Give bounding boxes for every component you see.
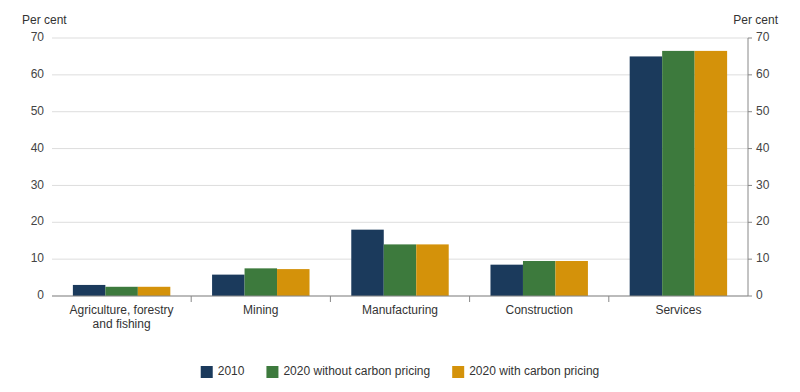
bar: [212, 275, 244, 296]
x-tick-label: Services: [655, 303, 701, 317]
y2-tick: [748, 111, 752, 112]
y-tick-label: 40: [31, 141, 45, 155]
x-tick-label-line: Agriculture, forestry: [70, 303, 174, 317]
y2-tick-label: 50: [756, 104, 770, 118]
legend: 2010 2020 without carbon pricing 2020 with…: [201, 364, 600, 378]
x-tick-label-line: and fishing: [93, 317, 151, 331]
bar: [245, 268, 277, 296]
legend-label: 2020 without carbon pricing: [283, 364, 430, 378]
x-tick-label: Agriculture, forestryand fishing: [70, 303, 174, 331]
legend-swatch: [266, 366, 278, 378]
y2-tick: [748, 185, 752, 186]
x-tick-label-line: Services: [655, 303, 701, 317]
bar: [384, 244, 416, 296]
y2-tick: [748, 38, 752, 39]
bar: [105, 287, 137, 296]
y-tick-label: 50: [31, 104, 45, 118]
y2-tick: [748, 296, 752, 297]
legend-item: 2010: [201, 364, 245, 378]
y2-axis-line: [748, 38, 749, 296]
legend-item: 2020 without carbon pricing: [266, 364, 430, 378]
y2-tick-label: 70: [756, 30, 770, 44]
legend-swatch: [201, 366, 213, 378]
x-tick-label-line: Manufacturing: [362, 303, 438, 317]
legend-item: 2020 with carbon pricing: [452, 364, 599, 378]
x-tick-label: Construction: [506, 303, 573, 317]
group-separator: [608, 296, 609, 302]
chart-container: 0 10 20 30 40 50 60 70 0 10 20 30 40 50 60 70 Per cent Pe…: [0, 0, 800, 392]
y-tick-label: 10: [31, 251, 45, 265]
page: {"chart_data": {"type": "bar", "categori…: [0, 0, 800, 392]
y-tick-label: 70: [31, 30, 45, 44]
group-separator: [330, 296, 331, 302]
legend-label: 2010: [218, 364, 245, 378]
group-separator: [469, 296, 470, 302]
bar: [138, 287, 170, 296]
y2-tick: [748, 74, 752, 75]
y-tick-label: 60: [31, 67, 45, 81]
legend-swatch: [452, 366, 464, 378]
bar: [662, 51, 694, 296]
bar: [277, 269, 309, 296]
y2-tick-label: 10: [756, 251, 770, 265]
legend-label: 2020 with carbon pricing: [469, 364, 599, 378]
y2-tick-label: 20: [756, 214, 770, 228]
y2-axis-label: Per cent: [733, 13, 778, 27]
grid-line: [52, 38, 748, 39]
y2-tick-label: 30: [756, 178, 770, 192]
y2-tick: [748, 259, 752, 260]
y2-tick: [748, 148, 752, 149]
bar: [351, 230, 383, 296]
y-tick-label: 0: [37, 288, 44, 302]
bars: [73, 51, 727, 296]
x-tick-label: Mining: [243, 303, 278, 317]
y2-tick-label: 60: [756, 67, 770, 81]
y2-tick-label: 40: [756, 141, 770, 155]
y-tick-label: 30: [31, 178, 45, 192]
bar: [416, 244, 448, 296]
x-tick-label: Manufacturing: [362, 303, 438, 317]
y-axis-label: Per cent: [22, 13, 67, 27]
x-tick-label-line: Construction: [506, 303, 573, 317]
bar: [630, 56, 662, 296]
group-separator: [191, 296, 192, 302]
grid-line: [52, 296, 748, 297]
bar: [695, 51, 727, 296]
bar: [555, 261, 587, 296]
y-tick-label: 20: [31, 214, 45, 228]
bar: [523, 261, 555, 296]
y2-tick-label: 0: [756, 288, 763, 302]
x-axis-line: [52, 296, 748, 297]
y2-tick: [748, 222, 752, 223]
chart-svg: 0 10 20 30 40 50 60 70 0 10 20 30 40 50 60 70 Per cent Pe…: [0, 0, 800, 392]
x-tick-label-line: Mining: [243, 303, 278, 317]
bar: [490, 265, 522, 296]
bar: [73, 285, 105, 296]
